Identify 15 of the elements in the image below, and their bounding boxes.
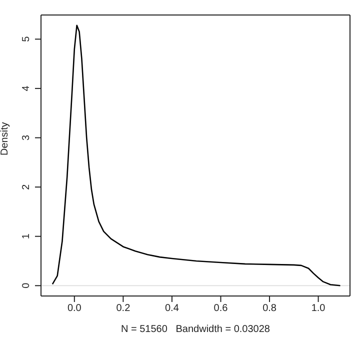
y-tick-label: 3 xyxy=(21,134,32,141)
x-tick-label: 0.2 xyxy=(116,303,131,314)
x-tick-label: 0.6 xyxy=(214,303,228,314)
y-tick-label: 1 xyxy=(21,233,32,240)
y-tick-label: 4 xyxy=(21,85,32,92)
line-series xyxy=(52,24,341,286)
x-tick-label: 0.4 xyxy=(165,303,180,314)
x-tick-label: 1.0 xyxy=(311,303,326,314)
x-tick-label: 0.0 xyxy=(67,303,82,314)
x-tick-label: 0.8 xyxy=(262,303,277,314)
y-axis-title: Density xyxy=(0,122,11,156)
y-tick-label: 5 xyxy=(21,36,32,42)
x-axis-title: N = 51560 Bandwidth = 0.03028 xyxy=(120,324,270,335)
y-tick-label: 0 xyxy=(21,282,32,288)
y-tick-label: 2 xyxy=(21,184,32,190)
